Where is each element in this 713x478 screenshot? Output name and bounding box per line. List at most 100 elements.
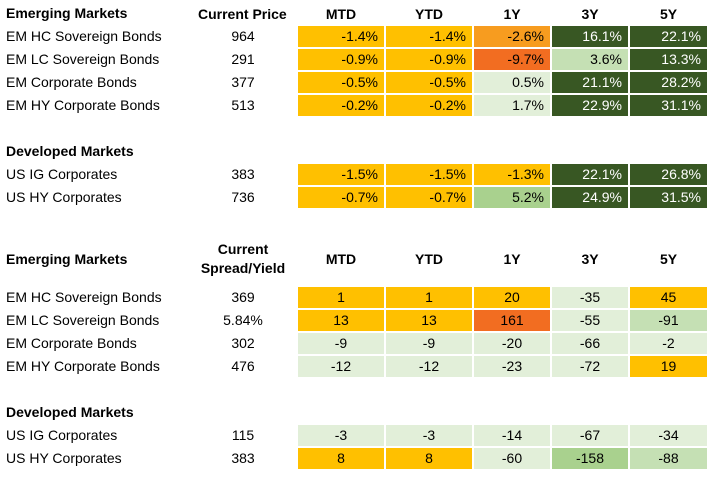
t2-dev-cell: -158 [552,448,628,469]
t2-em-cell: -91 [630,310,707,331]
table2-col-header-3: 3Y [581,251,599,267]
t2-em-row-price: 302 [231,335,255,351]
table1-col-header-1: YTD [415,6,443,22]
table2-col-header-2: 1Y [503,251,521,267]
t2-dev-cell: -3 [298,425,384,446]
table2-col-header-1: YTD [415,251,443,267]
table2-col-header-4: 5Y [659,251,678,267]
t1-em-cell: 22.9% [552,95,628,116]
t1-em-cell: -0.9% [298,49,384,70]
t1-em-row-price: 964 [231,28,255,44]
t1-em-cell: -0.2% [386,95,472,116]
t2-dev-row-price: 115 [231,427,255,443]
t2-em-cell: -20 [474,333,550,354]
t1-em-row-name: EM HY Corporate Bonds [6,97,160,113]
t2-em-row-name: EM HY Corporate Bonds [6,358,160,374]
t2-em-cell: 13 [298,310,384,331]
table1-col-header-4: 5Y [659,6,678,22]
t2-dev-row-price: 383 [231,450,255,466]
t1-em-cell: 1.7% [474,95,550,116]
t1-dev-cell: 24.9% [552,187,628,208]
t2-em-cell: 1 [298,287,384,308]
t1-em-cell: 22.1% [630,26,707,47]
t1-dev-row-price: 736 [231,189,255,205]
t1-em-cell: 16.1% [552,26,628,47]
t1-em-cell: -0.5% [386,72,472,93]
t1-em-cell: 3.6% [552,49,628,70]
t2-dev-cell: -60 [474,448,550,469]
t2-em-cell: 13 [386,310,472,331]
t2-em-cell: 45 [630,287,707,308]
t2-em-cell: -12 [298,356,384,377]
t2-dev-cell: -14 [474,425,550,446]
t1-em-row-name: EM HC Sovereign Bonds [6,28,162,44]
t2-em-cell: 19 [630,356,707,377]
t2-em-cell: -72 [552,356,628,377]
t2-em-cell: -2 [630,333,707,354]
t1-dev-cell: 5.2% [474,187,550,208]
t1-em-row-price: 513 [231,97,255,113]
t2-em-cell: -9 [386,333,472,354]
t1-dev-row-name: US IG Corporates [6,166,118,182]
t2-em-cell: 1 [386,287,472,308]
t2-em-row-name: EM LC Sovereign Bonds [6,312,160,328]
t1-em-row-name: EM Corporate Bonds [6,74,137,90]
t2-dev-cell: 8 [386,448,472,469]
t1-dev-row-price: 383 [231,166,255,182]
t2-dev-row-name: US HY Corporates [6,450,122,466]
t2-em-cell: -35 [552,287,628,308]
t1-em-row-price: 291 [231,51,255,67]
t1-em-cell: -1.4% [386,26,472,47]
t1-dev-cell: 22.1% [552,164,628,185]
t1-em-row-price: 377 [231,74,255,90]
t2-spread-header-line1: Current [217,241,269,257]
t2-em-cell: -66 [552,333,628,354]
t2-spread-header-line2: Spread/Yield [200,260,286,276]
t2-dev-cell: -34 [630,425,707,446]
t1-dev-cell: 26.8% [630,164,707,185]
t1-em-cell: 13.3% [630,49,707,70]
t1-section-header: Emerging Markets [6,5,128,21]
t2-em-row-name: EM HC Sovereign Bonds [6,289,162,305]
table1-col-header-2: 1Y [503,6,521,22]
t1-em-cell: 28.2% [630,72,707,93]
t2-em-row-price: 476 [231,358,255,374]
t2-dev-cell: -3 [386,425,472,446]
t1-dev-header: Developed Markets [6,143,134,159]
t1-em-cell: -2.6% [474,26,550,47]
t2-section-header: Emerging Markets [6,251,128,267]
t2-em-cell: -23 [474,356,550,377]
t1-em-cell: 21.1% [552,72,628,93]
t1-em-row-name: EM LC Sovereign Bonds [6,51,160,67]
t1-dev-cell: -1.3% [474,164,550,185]
table2-col-header-0: MTD [325,251,357,267]
t1-dev-cell: -1.5% [386,164,472,185]
t2-dev-row-name: US IG Corporates [6,427,118,443]
t2-em-row-name: EM Corporate Bonds [6,335,137,351]
t2-em-row-price: 5.84% [223,312,263,328]
t1-em-cell: -0.9% [386,49,472,70]
t1-dev-cell: -0.7% [298,187,384,208]
t1-em-cell: 31.1% [630,95,707,116]
t1-em-cell: 0.5% [474,72,550,93]
t1-em-cell: -1.4% [298,26,384,47]
t1-dev-cell: -0.7% [386,187,472,208]
t2-em-cell: -9 [298,333,384,354]
t2-dev-header: Developed Markets [6,404,134,420]
t2-dev-cell: -88 [630,448,707,469]
t1-em-cell: -9.7% [474,49,550,70]
t2-em-cell: -12 [386,356,472,377]
t2-dev-cell: -67 [552,425,628,446]
t1-em-cell: -0.5% [298,72,384,93]
table1-col-header-0: MTD [325,6,357,22]
t1-dev-cell: 31.5% [630,187,707,208]
t2-em-cell: 161 [474,310,550,331]
t2-em-row-price: 369 [231,289,255,305]
t1-dev-row-name: US HY Corporates [6,189,122,205]
t1-price-header: Current Price [198,6,287,22]
t1-em-cell: -0.2% [298,95,384,116]
t2-em-cell: 20 [474,287,550,308]
t1-dev-cell: -1.5% [298,164,384,185]
table1-col-header-3: 3Y [581,6,599,22]
t2-dev-cell: 8 [298,448,384,469]
